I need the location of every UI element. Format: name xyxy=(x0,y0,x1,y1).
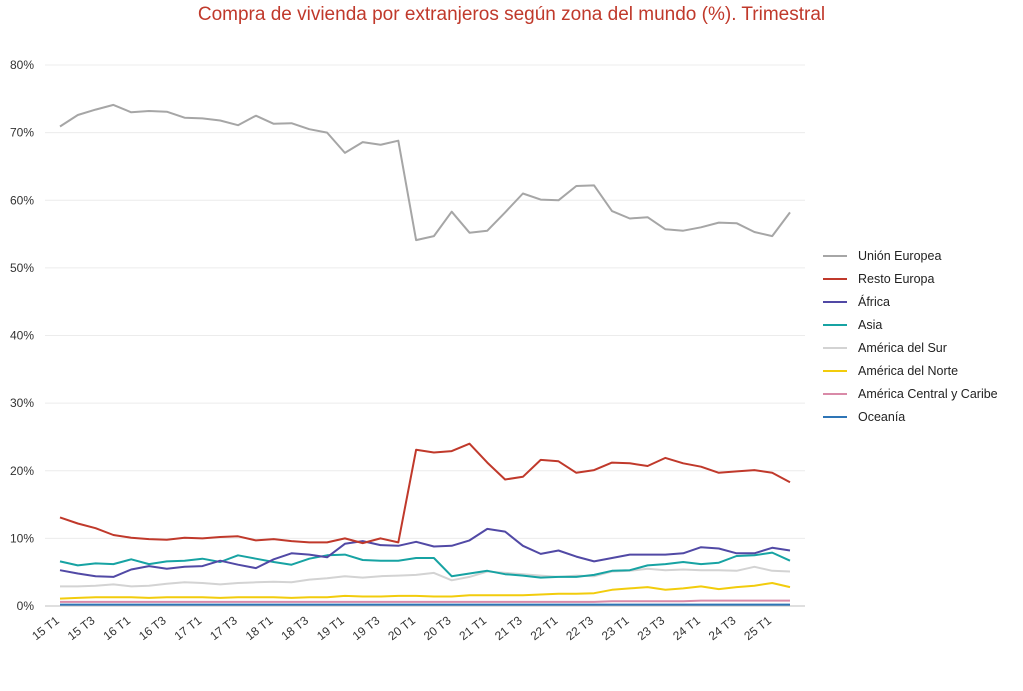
x-tick-label: 16 T3 xyxy=(136,613,169,643)
x-tick-label: 19 T3 xyxy=(350,613,383,643)
y-tick-label: 10% xyxy=(10,531,34,545)
legend-swatch xyxy=(823,415,847,418)
x-tick-label: 19 T1 xyxy=(314,613,347,643)
x-tick-label: 24 T1 xyxy=(670,613,703,643)
x-tick-label: 16 T1 xyxy=(100,613,133,643)
x-tick-label: 23 T1 xyxy=(599,613,632,643)
legend-label: América del Sur xyxy=(858,340,947,355)
x-tick-label: 25 T1 xyxy=(741,613,774,643)
y-tick-label: 0% xyxy=(17,599,35,613)
x-tick-label: 15 T1 xyxy=(29,613,62,643)
legend-item: Oceanía xyxy=(823,405,998,428)
legend-item: Unión Europea xyxy=(823,244,998,267)
y-tick-label: 80% xyxy=(10,58,34,72)
chart-legend: Unión Europea Resto Europa África Asia Améri… xyxy=(823,244,998,428)
series-line-américa-del-norte xyxy=(59,582,791,600)
chart-title: Compra de vivienda por extranjeros según… xyxy=(197,4,826,25)
y-tick-label: 60% xyxy=(10,193,34,207)
legend-swatch xyxy=(823,323,847,326)
y-tick-label: 40% xyxy=(10,329,34,343)
series-line-resto-europa xyxy=(59,442,791,545)
series-line-américa-del-sur xyxy=(60,565,791,588)
legend-label: América Central y Caribe xyxy=(858,386,998,401)
y-tick-label: 50% xyxy=(10,261,34,275)
legend-swatch xyxy=(823,369,847,372)
series-line-américa-central-y-caribe xyxy=(60,599,790,603)
x-tick-label: 17 T3 xyxy=(207,613,240,643)
legend-item: Resto Europa xyxy=(823,267,998,290)
legend-swatch xyxy=(823,300,847,303)
y-tick-label: 70% xyxy=(10,126,34,140)
legend-item: África xyxy=(823,290,998,313)
legend-label: Oceanía xyxy=(858,409,906,424)
x-tick-label: 20 T1 xyxy=(385,613,418,643)
legend-label: Resto Europa xyxy=(858,271,935,286)
x-tick-label: 18 T3 xyxy=(278,613,311,643)
x-tick-label: 18 T1 xyxy=(243,613,276,643)
legend-swatch xyxy=(823,277,847,280)
legend-item: América del Norte xyxy=(823,359,998,382)
series-line-asia xyxy=(59,551,791,579)
x-tick-label: 21 T1 xyxy=(457,613,490,643)
y-tick-label: 30% xyxy=(10,396,34,410)
legend-label: América del Norte xyxy=(858,363,959,378)
legend-label: Asia xyxy=(858,317,883,332)
legend-swatch xyxy=(823,346,847,349)
x-tick-label: 24 T3 xyxy=(706,613,739,643)
x-tick-label: 23 T3 xyxy=(635,613,668,643)
x-tick-label: 22 T1 xyxy=(528,613,561,643)
legend-item: América del Sur xyxy=(823,336,998,359)
y-tick-label: 20% xyxy=(10,464,34,478)
x-tick-label: 21 T3 xyxy=(492,613,525,643)
series-line-unión-europea xyxy=(59,103,791,242)
x-tick-label: 22 T3 xyxy=(563,613,596,643)
legend-swatch xyxy=(823,254,847,257)
series-line-áfrica xyxy=(59,527,791,578)
legend-label: África xyxy=(858,294,890,309)
x-tick-label: 17 T1 xyxy=(172,613,205,643)
x-tick-label: 15 T3 xyxy=(65,613,98,643)
legend-label: Unión Europea xyxy=(858,248,942,263)
legend-item: Asia xyxy=(823,313,998,336)
legend-swatch xyxy=(823,392,847,395)
x-tick-label: 20 T3 xyxy=(421,613,454,643)
legend-item: América Central y Caribe xyxy=(823,382,998,405)
